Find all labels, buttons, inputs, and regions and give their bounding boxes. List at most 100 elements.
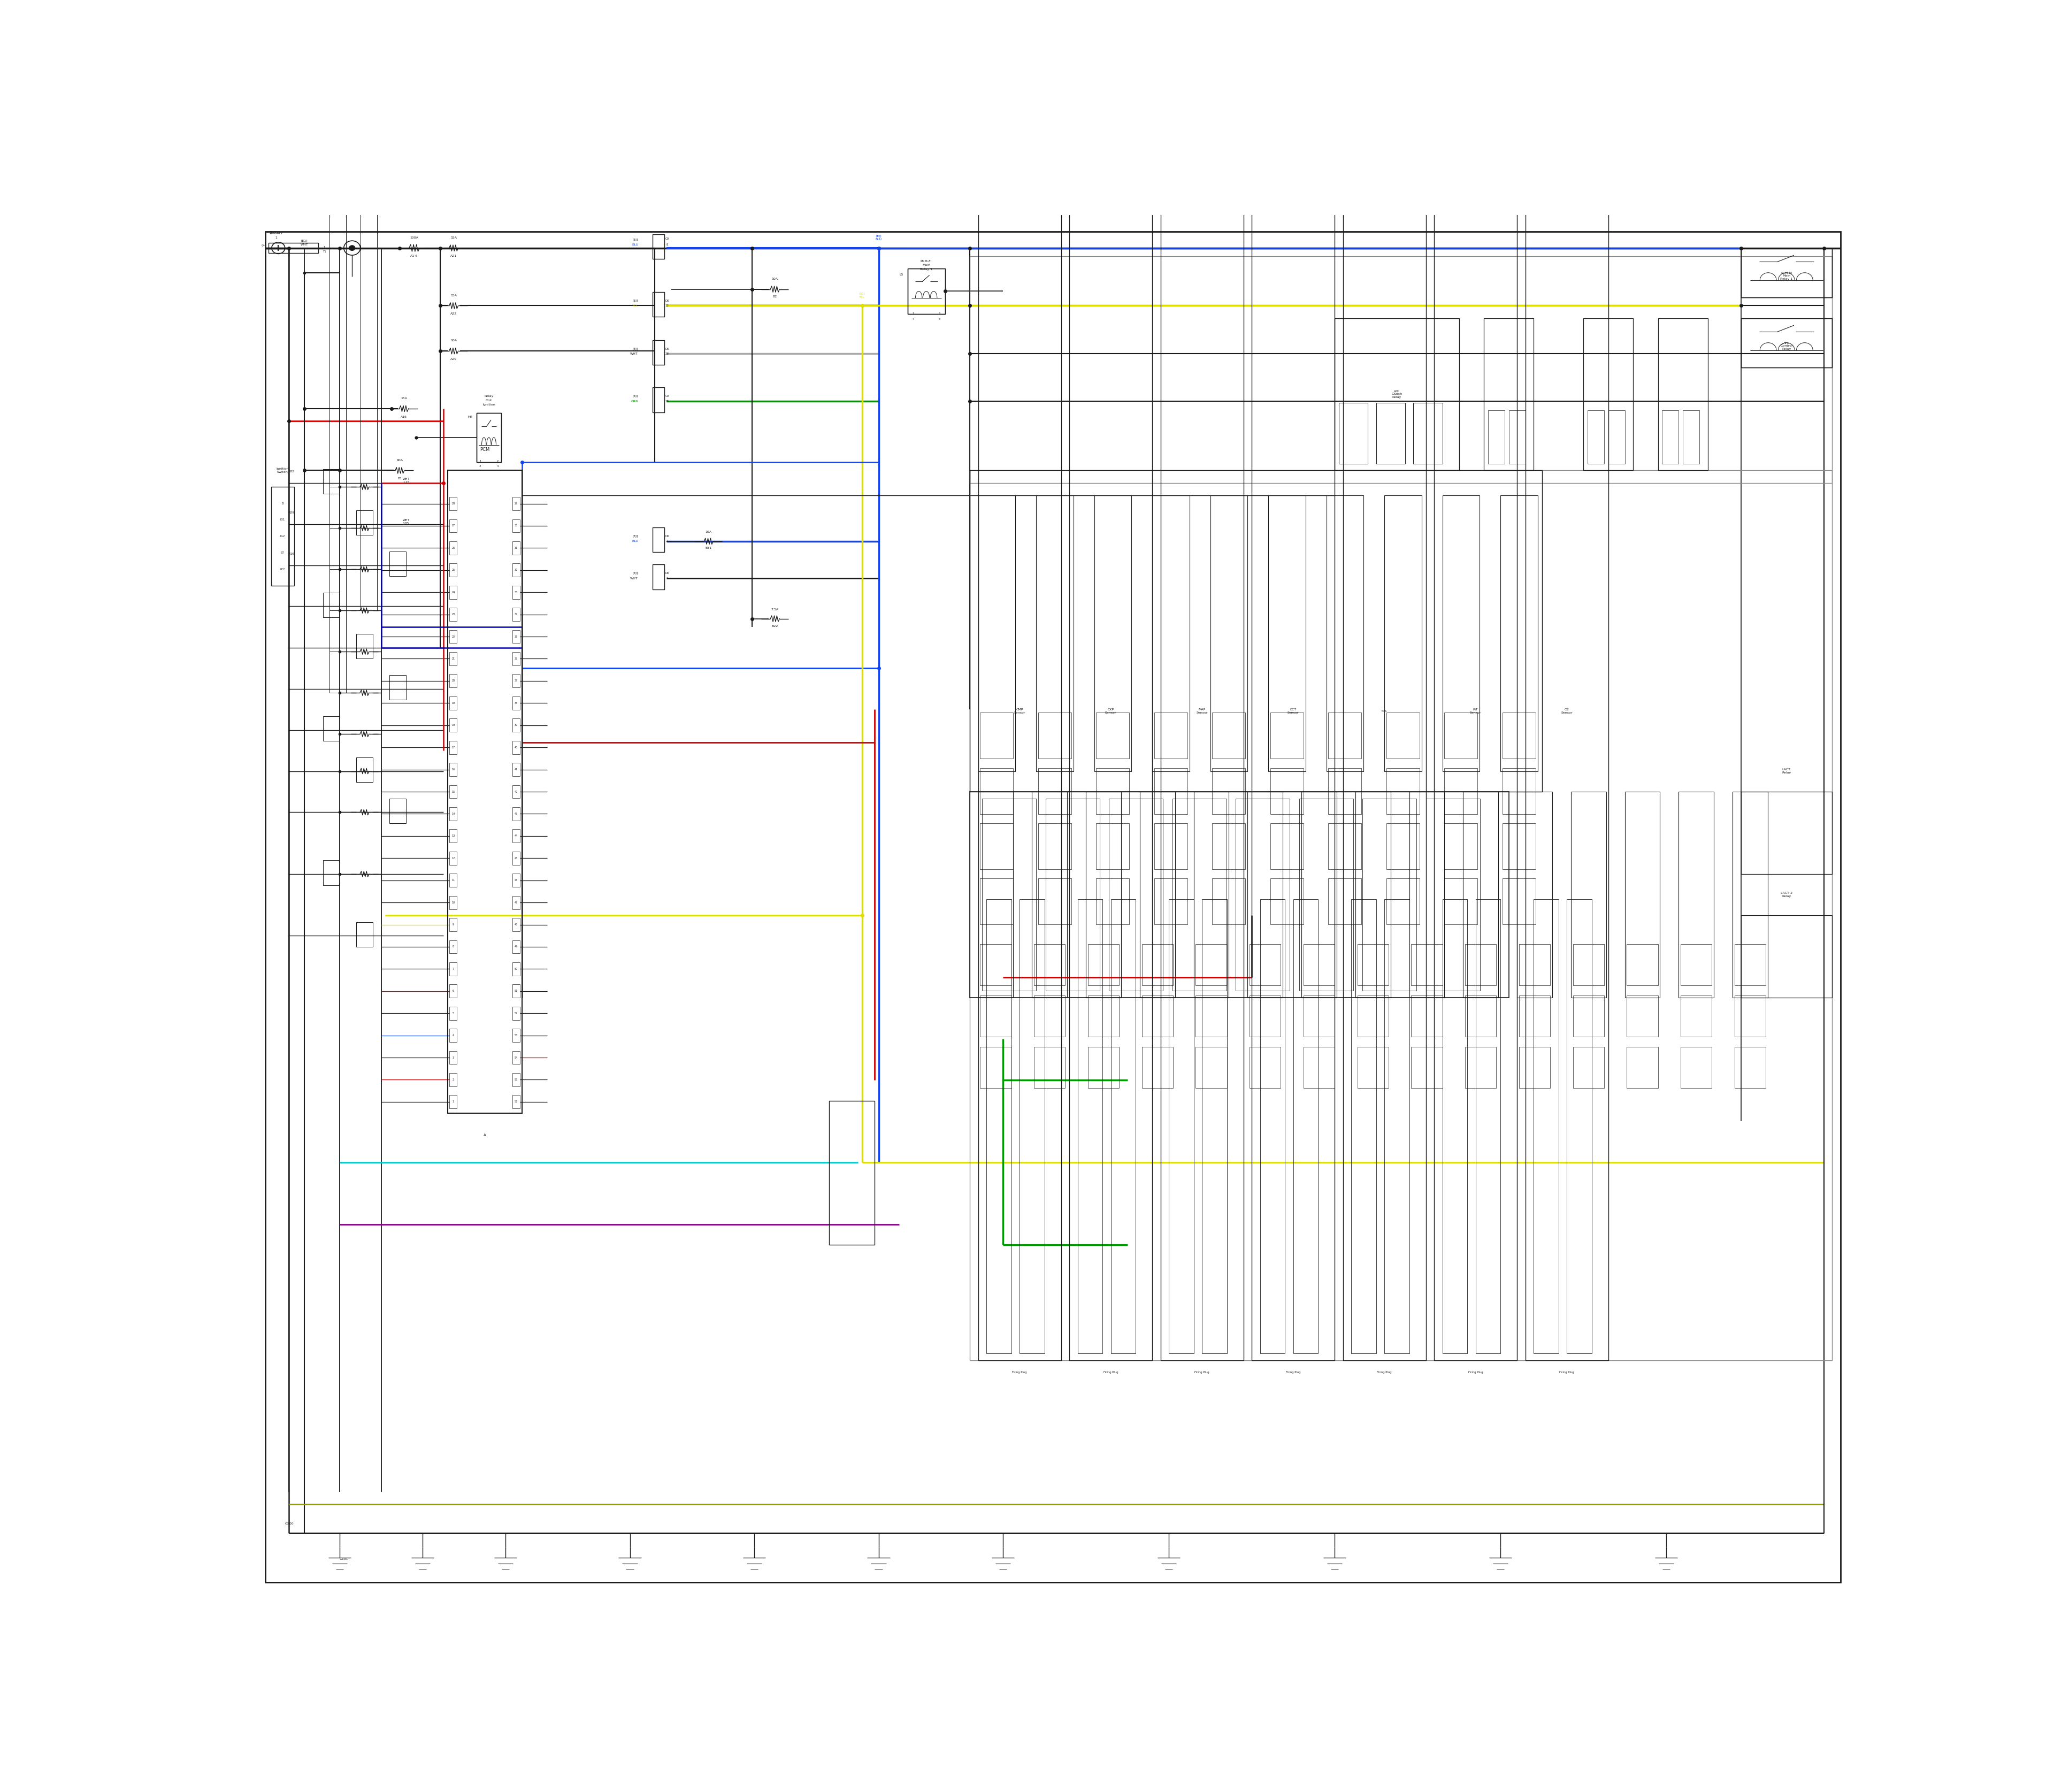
Text: 49: 49 [516, 946, 518, 948]
Bar [1734, 996, 1766, 1038]
Bar [450, 785, 456, 799]
Text: LACT
Relay: LACT Relay [1781, 769, 1791, 774]
Bar [477, 412, 501, 462]
Text: T1: T1 [322, 251, 327, 253]
Text: Firing Plug: Firing Plug [1103, 1371, 1117, 1374]
Bar [514, 1050, 520, 1064]
Bar [1173, 799, 1226, 991]
Text: 15A: 15A [450, 237, 456, 238]
Bar [514, 697, 520, 710]
Text: LACT 2
Relay: LACT 2 Relay [1781, 892, 1793, 898]
Text: 40: 40 [516, 745, 518, 749]
Bar [450, 520, 456, 532]
Text: [EJ]
BLU: [EJ] BLU [875, 235, 881, 240]
Bar [514, 962, 520, 975]
Text: ST: ST [281, 552, 283, 554]
Text: 10: 10 [452, 901, 454, 903]
Bar [514, 941, 520, 953]
Bar [1465, 944, 1495, 986]
Text: A21: A21 [450, 254, 456, 258]
Bar [1078, 900, 1103, 1353]
Text: ATC
Control
Relay: ATC Control Relay [1781, 342, 1793, 351]
Bar [1425, 799, 1479, 991]
Bar [1269, 769, 1304, 814]
Bar [1386, 713, 1419, 758]
Bar [1327, 495, 1364, 771]
Text: WHT
1.25: WHT 1.25 [403, 478, 409, 484]
Bar [1140, 792, 1175, 998]
Bar [329, 0, 345, 611]
Bar [514, 541, 520, 554]
Bar [1033, 944, 1066, 986]
Bar [514, 1095, 520, 1109]
Bar [830, 1100, 875, 1245]
Bar [1742, 247, 1832, 297]
Text: D0: D0 [665, 572, 670, 575]
Bar [1070, 63, 1152, 1360]
Bar [1329, 878, 1362, 925]
Bar [969, 471, 1543, 792]
Bar [477, 412, 501, 462]
Text: B22: B22 [772, 625, 778, 627]
Text: 15: 15 [452, 790, 454, 794]
Bar [1267, 495, 1306, 771]
Text: 35: 35 [516, 634, 518, 638]
Text: 10A: 10A [772, 278, 778, 280]
Text: CMP
Sensor: CMP Sensor [1015, 708, 1025, 715]
Bar [1510, 410, 1526, 464]
Text: 33: 33 [516, 591, 518, 593]
Bar [1742, 792, 1832, 874]
Bar [1444, 878, 1477, 925]
Bar [1567, 900, 1592, 1353]
Bar [322, 717, 339, 740]
Bar [322, 860, 339, 885]
Bar [1335, 317, 1458, 471]
Bar [653, 340, 663, 366]
Bar [450, 763, 456, 776]
Text: M4: M4 [468, 416, 472, 418]
Text: IAT
Sensor: IAT Sensor [1471, 708, 1481, 715]
Bar [908, 269, 945, 314]
Text: [EJ]: [EJ] [633, 238, 639, 242]
Text: 19: 19 [665, 400, 670, 403]
Bar [1386, 769, 1419, 814]
Bar [1682, 410, 1699, 464]
Text: [EJ]
YEL: [EJ] YEL [859, 292, 865, 297]
Text: [EJ]: [EJ] [633, 572, 639, 575]
Text: D0: D0 [665, 299, 670, 303]
Bar [390, 552, 407, 577]
Text: A16: A16 [401, 416, 407, 418]
Bar [1304, 996, 1335, 1038]
Bar [1037, 769, 1072, 814]
Bar [653, 292, 663, 317]
Text: A/C
Clutch
Relay: A/C Clutch Relay [1391, 391, 1403, 398]
Bar [982, 799, 1035, 991]
Text: GRN: GRN [631, 400, 639, 403]
Text: 21: 21 [452, 658, 454, 659]
Bar [1573, 1047, 1604, 1088]
Text: CKP
Sensor: CKP Sensor [1105, 708, 1117, 715]
Bar [514, 719, 520, 731]
Text: [E1]: [E1] [302, 240, 308, 242]
Text: 23: 23 [452, 613, 454, 616]
Bar [450, 830, 456, 842]
Text: 20: 20 [452, 679, 454, 683]
Bar [1154, 769, 1187, 814]
Text: MAP
Sensor: MAP Sensor [1195, 708, 1208, 715]
Bar [450, 896, 456, 909]
Text: A22: A22 [290, 471, 296, 473]
Bar [1109, 799, 1163, 991]
Bar [1444, 823, 1477, 869]
Bar [1304, 1047, 1335, 1088]
Bar [1573, 996, 1604, 1038]
Text: 55: 55 [516, 1079, 518, 1081]
Text: [EJ]: [EJ] [633, 536, 639, 538]
Text: 41: 41 [516, 769, 518, 771]
Bar [653, 564, 663, 590]
Bar [450, 740, 456, 754]
Bar [1033, 996, 1066, 1038]
Text: 12: 12 [665, 305, 670, 306]
Bar [450, 697, 456, 710]
Text: 46: 46 [516, 880, 518, 882]
Text: WHT: WHT [300, 244, 308, 246]
